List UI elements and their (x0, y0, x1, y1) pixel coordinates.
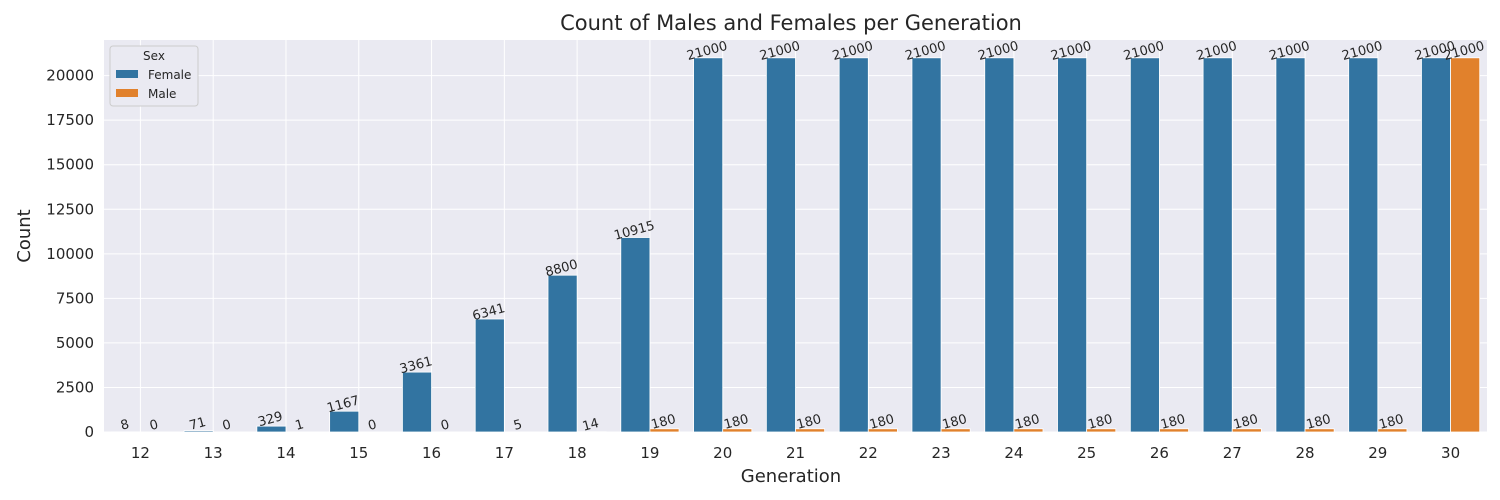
bar-female-26 (1129, 57, 1160, 433)
data-label-male-24: 180 (1014, 412, 1042, 433)
bar-female-20 (693, 57, 724, 433)
y-tick-label: 17500 (46, 111, 94, 129)
data-label-male-21: 180 (795, 412, 823, 433)
bar-female-27 (1202, 57, 1233, 433)
bar-female-18 (547, 274, 578, 433)
data-label-male-19: 180 (650, 412, 678, 433)
bar-male-26 (1159, 428, 1189, 433)
data-label-female-14: 329 (257, 409, 285, 430)
bars (110, 57, 1481, 433)
data-label-female-13: 71 (188, 415, 208, 434)
y-tick-label: 20000 (46, 67, 94, 85)
x-tick-label: 29 (1368, 444, 1387, 462)
x-axis-label: Generation (741, 466, 841, 487)
x-tick-label: 17 (495, 444, 514, 462)
data-label-male-23: 180 (941, 412, 969, 433)
bar-male-30 (1450, 57, 1481, 433)
data-label-male-18: 14 (581, 416, 601, 435)
data-label-male-16: 0 (439, 417, 451, 434)
legend: Sex Female Male (109, 45, 199, 107)
x-tick-label: 15 (349, 444, 368, 462)
bar-female-21 (765, 57, 796, 433)
data-label-male-14: 1 (294, 417, 306, 434)
x-tick-label: 26 (1150, 444, 1169, 462)
y-tick-label: 10000 (46, 245, 94, 263)
legend-entry-female: Female (148, 68, 191, 82)
bar-male-19 (649, 428, 680, 433)
data-label-male-15: 0 (366, 417, 378, 434)
data-label-male-29: 180 (1378, 412, 1406, 433)
data-label-male-13: 0 (221, 417, 233, 434)
x-tick-label: 19 (640, 444, 659, 462)
x-tick-label: 21 (786, 444, 805, 462)
x-tick-label: 30 (1441, 444, 1460, 462)
bar-female-16 (402, 371, 432, 433)
legend-swatch-female (116, 70, 138, 78)
bar-female-22 (838, 57, 869, 433)
y-tick-label: 7500 (56, 289, 94, 307)
x-tick-label: 28 (1295, 444, 1314, 462)
data-label-male-17: 5 (512, 417, 524, 434)
bar-male-25 (1086, 428, 1117, 433)
bar-female-28 (1275, 57, 1306, 433)
bar-male-22 (867, 428, 898, 433)
bar-male-27 (1231, 428, 1262, 433)
legend-swatch-male (116, 89, 138, 97)
legend-entry-male: Male (148, 87, 176, 101)
y-tick-label: 15000 (46, 156, 94, 174)
bar-male-20 (722, 428, 753, 433)
y-tick-label: 0 (84, 423, 94, 441)
bar-female-23 (911, 57, 942, 433)
bar-male-21 (795, 428, 826, 433)
bar-female-13 (183, 430, 214, 433)
bar-female-15 (329, 410, 360, 433)
legend-title: Sex (143, 49, 165, 63)
bar-female-19 (620, 237, 651, 433)
chart-title: Count of Males and Females per Generatio… (560, 11, 1022, 35)
data-label-male-20: 180 (722, 412, 750, 433)
bar-male-29 (1377, 428, 1408, 433)
data-label-male-12: 0 (148, 417, 160, 434)
y-tick-label: 2500 (56, 378, 94, 396)
bar-female-17 (474, 318, 505, 433)
x-axis-ticks: 12 13 14 15 16 17 18 19 20 21 22 23 24 25 26 27 28 29 30 (131, 444, 1460, 462)
x-tick-label: 20 (713, 444, 732, 462)
data-label-male-28: 180 (1305, 412, 1333, 433)
data-label-male-22: 180 (868, 412, 896, 433)
y-tick-label: 12500 (46, 200, 94, 218)
x-tick-label: 27 (1223, 444, 1242, 462)
x-tick-label: 22 (859, 444, 878, 462)
bar-male-24 (1013, 428, 1044, 433)
bar-male-23 (940, 428, 971, 433)
data-label-female-12: 8 (119, 417, 131, 434)
x-tick-label: 23 (932, 444, 951, 462)
x-tick-label: 18 (568, 444, 587, 462)
y-axis-ticks: 0 2500 5000 7500 10000 12500 15000 17500 20000 (46, 67, 94, 441)
x-tick-label: 24 (1004, 444, 1023, 462)
bar-female-14 (256, 425, 287, 433)
x-tick-label: 13 (204, 444, 223, 462)
data-label-male-27: 180 (1232, 412, 1260, 433)
bar-male-28 (1304, 428, 1335, 433)
y-tick-label: 5000 (56, 334, 94, 352)
data-label-male-26: 180 (1159, 412, 1187, 433)
bar-female-29 (1348, 57, 1379, 433)
bar-female-24 (984, 57, 1015, 433)
x-tick-label: 25 (1077, 444, 1096, 462)
y-axis-label: Count (14, 209, 35, 262)
x-tick-label: 12 (131, 444, 150, 462)
bar-female-25 (1057, 57, 1088, 433)
bar-female-30 (1421, 57, 1452, 433)
x-tick-label: 14 (276, 444, 295, 462)
data-label-male-25: 180 (1086, 412, 1114, 433)
x-tick-label: 16 (422, 444, 441, 462)
